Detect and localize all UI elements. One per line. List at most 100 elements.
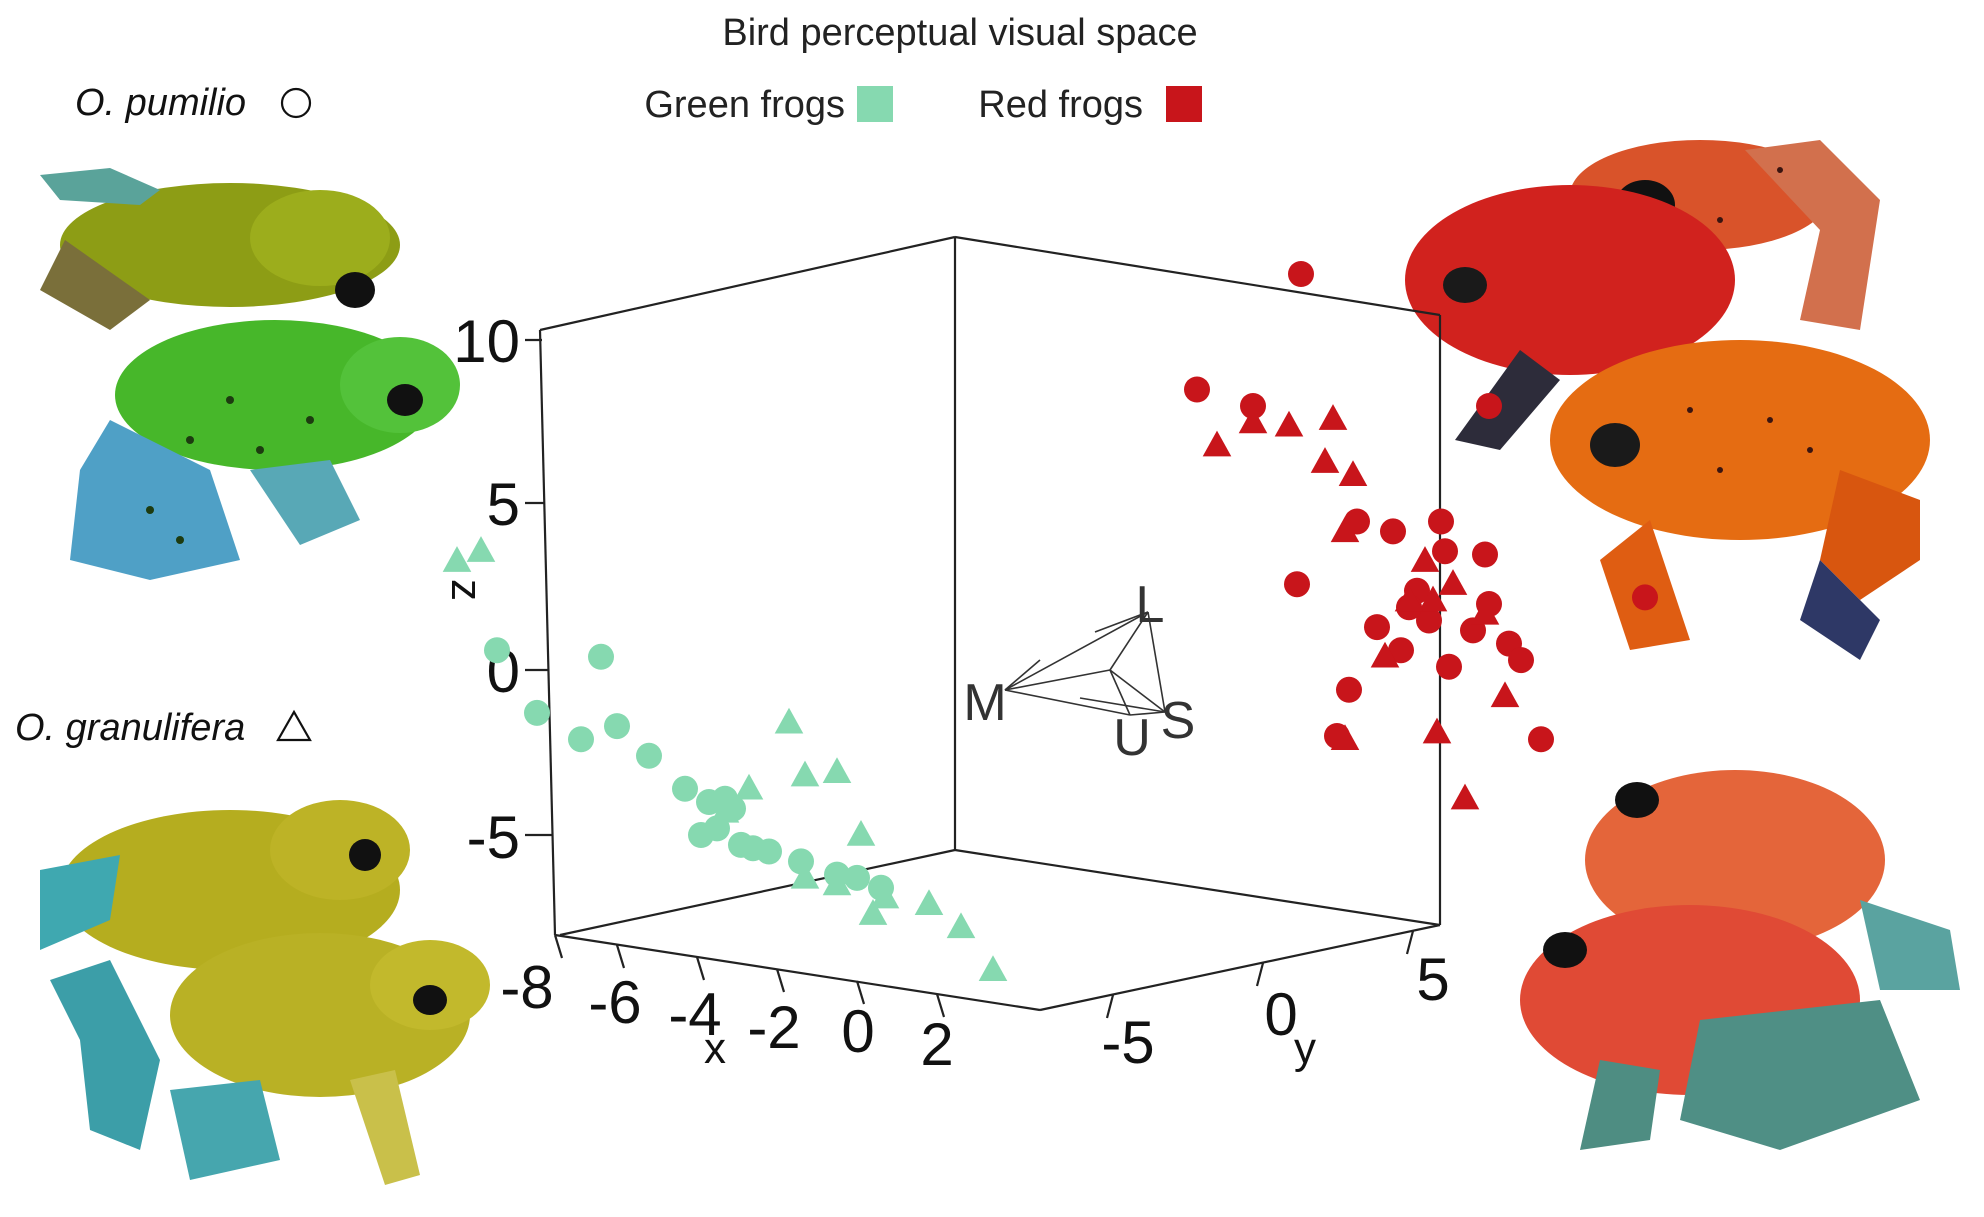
legend-swatch-green-frogs — [857, 86, 893, 122]
cone-label-m: M — [963, 674, 1006, 732]
y-axis: -5 0 5 y — [1101, 930, 1450, 1076]
green-frogs-triangle-point — [774, 707, 804, 734]
red-frogs-triangle-point — [1394, 585, 1424, 612]
red-frogs-triangle-point — [1330, 724, 1360, 751]
x-tick-mark — [935, 993, 946, 1018]
cone-edge — [1109, 669, 1131, 716]
red-frogs-triangle-point — [1422, 717, 1452, 744]
z-axis-label: z — [442, 579, 491, 601]
x-tick-label: -8 — [500, 954, 553, 1021]
red-frogs-triangle-point — [1370, 641, 1400, 668]
y-axis-line — [1039, 923, 1441, 1012]
green-frogs-triangle-point — [710, 796, 740, 823]
y-tick-mark — [1105, 994, 1115, 1019]
red-frogs-circle-point — [1388, 637, 1414, 664]
red-frogs-circle-point — [1428, 508, 1454, 535]
red-frogs-triangle-point — [1438, 569, 1468, 595]
cone-edge — [1004, 659, 1041, 691]
z-tick-label: 5 — [487, 471, 520, 538]
green-frogs-circle-point — [844, 864, 870, 891]
red-granulifera-frog-photo — [1520, 770, 1960, 1150]
green-frogs-triangle-point — [914, 889, 944, 916]
green-frogs-triangle-point — [734, 773, 764, 800]
green-frogs-triangle-point — [946, 912, 976, 939]
red-frogs-circle-point — [1380, 518, 1406, 545]
red-frogs-triangle-point — [1450, 783, 1480, 810]
cone-edge — [1109, 669, 1166, 713]
green-frogs-circle-point — [524, 699, 550, 726]
box-edge-back-floor-left — [559, 848, 956, 937]
green-frogs-circle-point — [568, 726, 594, 753]
circle-marker-key — [280, 87, 312, 119]
y-tick-label: 5 — [1416, 946, 1449, 1013]
y-tick-mark — [1255, 962, 1265, 987]
green-pumilio-frog-photo — [40, 168, 460, 580]
x-tick-label: -4 — [668, 981, 721, 1048]
y-tick-label: -5 — [1101, 1009, 1154, 1076]
red-frogs-circle-point — [1472, 541, 1498, 568]
red-frogs-circle-point — [1184, 376, 1210, 403]
legend-label-green-frogs: Green frogs — [644, 84, 845, 126]
box-edge-back-top-right — [954, 235, 1441, 317]
species-name-pumilio: O. pumilio — [75, 82, 246, 124]
red-frogs-circle-point — [1364, 614, 1390, 641]
z-axis-line — [538, 329, 557, 936]
green-frogs-triangle-point — [466, 536, 496, 562]
green-frogs-circle-point — [588, 643, 614, 670]
triangle-marker-key — [276, 709, 312, 742]
cone-edge — [1079, 697, 1166, 713]
legend-item-green-frogs: Green frogs — [644, 84, 893, 126]
x-tick-mark — [855, 980, 866, 1005]
red-frogs-circle-point — [1436, 653, 1462, 680]
species-label-pumilio: O. pumilio — [75, 82, 312, 124]
cone-edge — [1004, 611, 1149, 691]
red-frogs-circle-point — [1432, 538, 1458, 565]
red-frogs-circle-point — [1416, 607, 1442, 634]
green-frogs-triangle-point — [858, 899, 888, 925]
red-frogs-circle-point — [1508, 647, 1534, 674]
red-frogs-triangle-point — [1238, 407, 1268, 434]
x-tick-label: 2 — [920, 1011, 953, 1078]
box-edge-back-top-left — [539, 235, 956, 332]
red-frogs-circle-point — [1632, 584, 1658, 611]
green-frogs-triangle-point — [846, 819, 876, 846]
cone-label-s: S — [1161, 692, 1196, 750]
cone-edge — [1004, 669, 1111, 691]
green-frogs-circle-point — [672, 775, 698, 802]
x-tick-label: -2 — [747, 994, 800, 1061]
green-frogs-triangle-point — [790, 862, 820, 889]
green-frogs-triangle-point — [790, 760, 820, 787]
x-axis-line — [554, 933, 1041, 1012]
red-frogs-circle-point — [1528, 726, 1554, 753]
green-frogs-triangle-point — [870, 882, 900, 909]
cone-label-u: U — [1113, 709, 1151, 767]
y-tick-label: 0 — [1264, 981, 1297, 1048]
red-frogs-circle-point — [1476, 393, 1502, 419]
cone-labels: L M U S — [963, 576, 1195, 767]
z-tick-label: 10 — [453, 308, 520, 375]
x-tick-mark — [553, 934, 564, 959]
species-label-granulifera: O. granulifera — [15, 707, 312, 749]
red-frogs-triangle-point — [1318, 404, 1348, 430]
box-edge-back-floor-right — [954, 848, 1441, 927]
x-tick-mark — [695, 956, 706, 981]
x-tick-label: -6 — [588, 969, 641, 1036]
red-frogs-triangle-point — [1274, 410, 1304, 437]
data-markers — [442, 261, 1658, 982]
red-frogs-triangle-point — [1470, 598, 1500, 625]
red-pumilio-frog-photo — [1405, 140, 1930, 660]
cone-edge — [1147, 611, 1166, 713]
cone-label-l: L — [1136, 576, 1165, 634]
red-frogs-triangle-point — [1338, 460, 1368, 487]
red-frogs-circle-point — [1288, 261, 1314, 287]
red-frogs-triangle-point — [1202, 430, 1232, 457]
x-tick-mark — [775, 968, 786, 993]
green-frogs-circle-point — [604, 713, 630, 740]
legend-item-red-frogs: Red frogs — [978, 84, 1202, 126]
green-frogs-circle-point — [636, 742, 662, 769]
green-frogs-triangle-point — [822, 869, 852, 896]
z-axis: 10 5 0 -5 z — [442, 308, 553, 871]
legend-swatch-red-frogs — [1166, 86, 1202, 122]
green-granulifera-frog-photo — [40, 800, 490, 1185]
